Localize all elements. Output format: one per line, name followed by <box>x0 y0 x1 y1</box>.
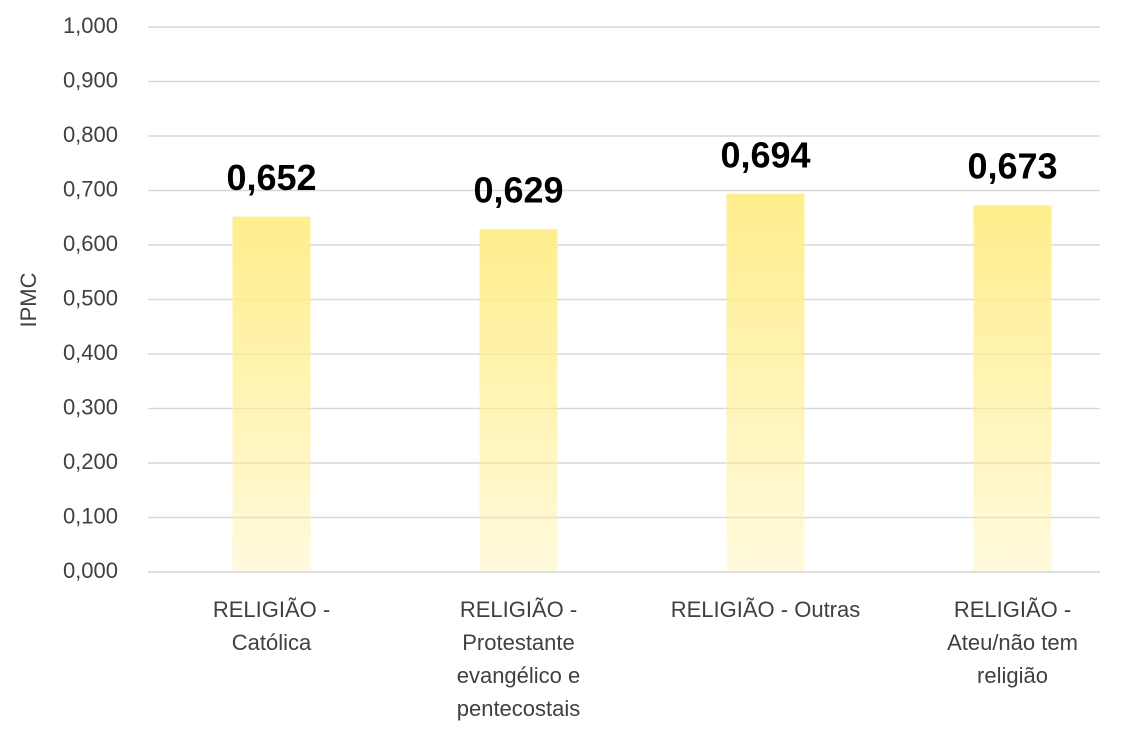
bar <box>726 193 805 572</box>
data-label: 0,652 <box>226 157 316 198</box>
y-tick-label: 1,000 <box>63 13 118 38</box>
y-tick-label: 0,200 <box>63 449 118 474</box>
y-tick-label: 0,000 <box>63 558 118 583</box>
y-tick-label: 0,300 <box>63 394 118 419</box>
data-label: 0,629 <box>473 170 563 211</box>
bar <box>973 205 1052 572</box>
bar <box>479 229 558 572</box>
y-tick-label: 0,400 <box>63 340 118 365</box>
y-tick-label: 0,700 <box>63 176 118 201</box>
data-label: 0,673 <box>967 146 1057 187</box>
y-tick-label: 0,800 <box>63 122 118 147</box>
y-tick-label: 0,500 <box>63 285 118 310</box>
y-tick-label: 0,900 <box>63 67 118 92</box>
y-tick-label: 0,600 <box>63 231 118 256</box>
bar <box>232 216 311 572</box>
y-axis-label: IPMC <box>16 272 41 327</box>
x-tick-label: RELIGIÃO - Protestante evangélico e pent… <box>456 597 581 721</box>
x-tick-label: RELIGIÃO - Outras <box>670 597 861 622</box>
y-tick-label: 0,100 <box>63 503 118 528</box>
data-label: 0,694 <box>720 134 810 175</box>
x-tick-label: RELIGIÃO - Católica <box>212 597 331 655</box>
x-tick-label: RELIGIÃO - Ateu/não tem religião <box>947 597 1078 688</box>
